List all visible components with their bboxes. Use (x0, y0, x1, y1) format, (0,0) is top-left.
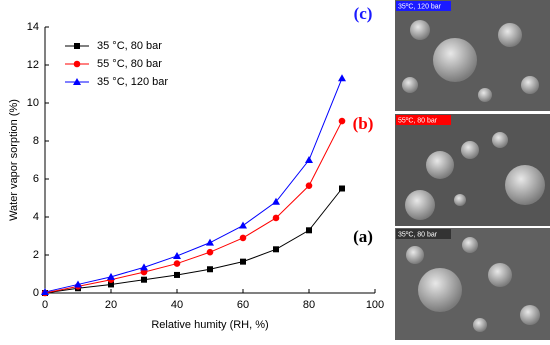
panel-letter: (b) (353, 114, 374, 133)
marker (173, 260, 181, 267)
marker (74, 43, 80, 49)
y-tick-label: 10 (27, 97, 39, 109)
marker (240, 258, 246, 265)
marker (141, 276, 147, 283)
x-axis-label: Relative humity (RH, %) (151, 319, 268, 331)
sem-image (395, 228, 550, 340)
marker (108, 281, 114, 288)
marker (207, 266, 213, 273)
series-line (44, 78, 343, 293)
y-tick-label: 8 (33, 135, 39, 147)
marker (173, 251, 181, 259)
marker (206, 238, 214, 246)
panel-letter: (c) (354, 4, 373, 23)
series-line (44, 120, 343, 294)
marker (174, 271, 180, 278)
marker (107, 272, 115, 280)
y-axis-label: Water vapor sorption (%) (8, 99, 20, 221)
marker (73, 78, 81, 85)
image-label: 35ºC, 80 bar (398, 231, 438, 238)
marker (206, 248, 214, 256)
marker (140, 268, 148, 276)
panel-letter: (a) (353, 227, 373, 246)
marker (272, 214, 280, 222)
x-tick-label: 60 (237, 299, 249, 311)
sem-image (395, 114, 550, 226)
y-tick-label: 14 (27, 21, 39, 33)
y-tick-label: 2 (33, 249, 39, 261)
sem-image (395, 0, 550, 111)
x-tick-label: 0 (42, 299, 48, 311)
x-tick-label: 100 (366, 299, 384, 311)
marker (239, 234, 247, 242)
marker (273, 246, 279, 253)
legend-label: 35 °C, 80 bar (97, 40, 162, 52)
marker (140, 263, 148, 271)
y-tick-label: 4 (33, 211, 39, 223)
marker (305, 182, 313, 189)
x-tick-label: 80 (303, 299, 315, 311)
marker (338, 117, 346, 125)
marker (338, 74, 346, 82)
marker (272, 197, 280, 205)
y-tick-label: 0 (33, 287, 39, 299)
legend-label: 55 °C, 80 bar (97, 58, 162, 70)
image-label-bg (396, 1, 451, 11)
image-label-bg (396, 229, 451, 239)
marker (74, 280, 82, 288)
series-line (44, 188, 343, 294)
x-tick-label: 20 (105, 299, 117, 311)
marker (339, 185, 345, 192)
image-label: 35ºC, 120 bar (398, 3, 442, 10)
marker (306, 227, 312, 234)
image-label: 55ºC, 80 bar (398, 117, 438, 124)
image-label-bg (396, 115, 451, 125)
marker (305, 156, 313, 163)
x-tick-label: 40 (171, 299, 183, 311)
legend-label: 35 °C, 120 bar (97, 76, 168, 88)
marker (73, 60, 81, 68)
y-tick-label: 6 (33, 173, 39, 185)
y-tick-label: 12 (27, 59, 39, 71)
marker (239, 221, 247, 229)
marker (41, 288, 49, 296)
